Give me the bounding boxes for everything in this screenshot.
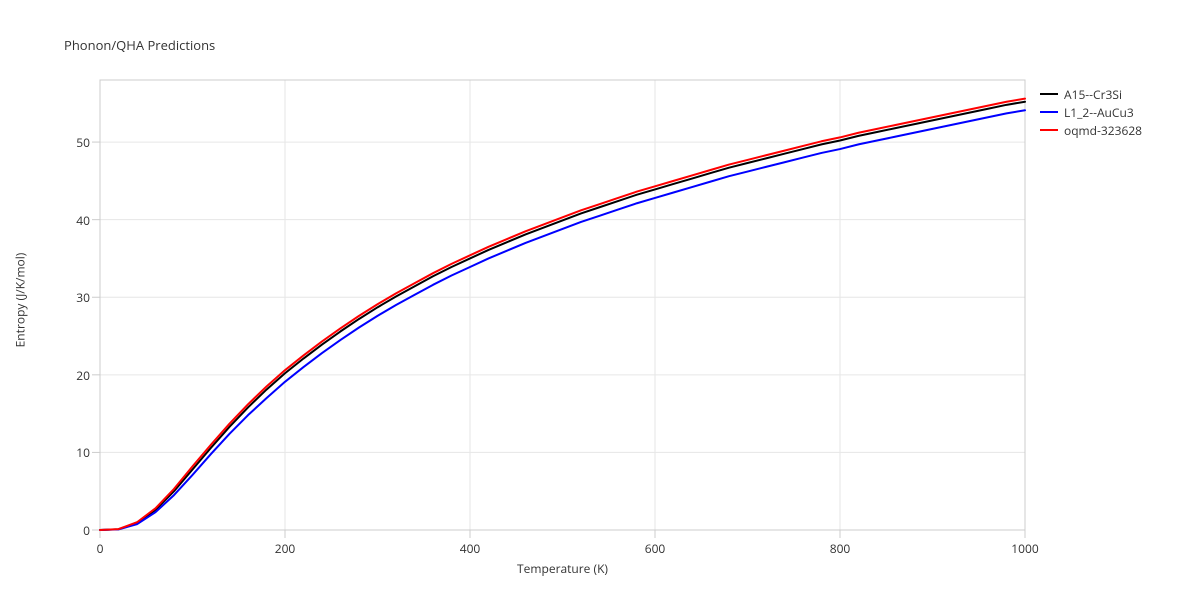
x-tick-label: 800 <box>820 540 860 557</box>
legend-item[interactable]: L1_2--AuCu3 <box>1040 104 1142 120</box>
legend-label: A15--Cr3Si <box>1064 86 1122 103</box>
legend-swatch <box>1040 111 1058 113</box>
legend[interactable]: A15--Cr3SiL1_2--AuCu3oqmd-323628 <box>1040 86 1142 140</box>
series-line[interactable] <box>100 102 1025 530</box>
legend-swatch <box>1040 93 1058 95</box>
x-tick-label: 200 <box>265 540 305 557</box>
y-tick-label: 10 <box>55 444 90 461</box>
y-tick-label: 20 <box>55 367 90 384</box>
legend-swatch <box>1040 129 1058 131</box>
x-axis-label: Temperature (K) <box>0 560 1125 577</box>
series-line[interactable] <box>100 99 1025 530</box>
line-chart[interactable] <box>0 0 1200 600</box>
y-tick-label: 50 <box>55 134 90 151</box>
legend-label: oqmd-323628 <box>1064 122 1142 139</box>
x-tick-label: 1000 <box>1005 540 1045 557</box>
x-tick-label: 0 <box>80 540 120 557</box>
series-line[interactable] <box>100 110 1025 530</box>
x-tick-label: 600 <box>635 540 675 557</box>
x-tick-label: 400 <box>450 540 490 557</box>
legend-item[interactable]: oqmd-323628 <box>1040 122 1142 138</box>
y-tick-label: 0 <box>55 522 90 539</box>
y-axis-label: Entropy (J/K/mol) <box>12 253 29 348</box>
y-tick-label: 30 <box>55 289 90 306</box>
legend-label: L1_2--AuCu3 <box>1064 104 1134 121</box>
legend-item[interactable]: A15--Cr3Si <box>1040 86 1142 102</box>
y-tick-label: 40 <box>55 212 90 229</box>
chart-container: Phonon/QHA Predictions Temperature (K) E… <box>0 0 1200 600</box>
